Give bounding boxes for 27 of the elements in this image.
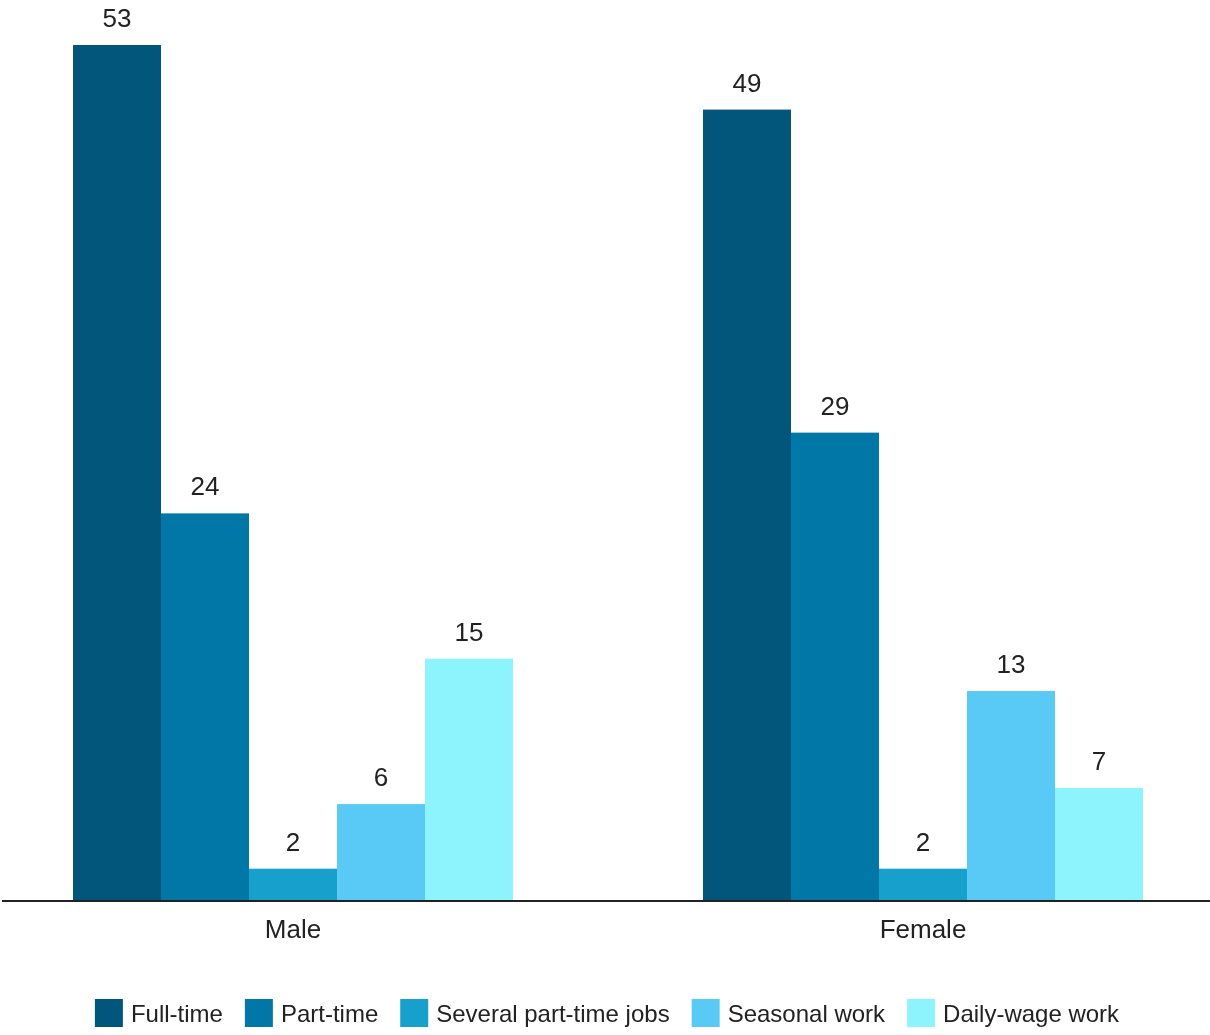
x-tick-label: Female bbox=[879, 914, 967, 944]
data-label: 2 bbox=[915, 826, 931, 857]
data-label: 29 bbox=[820, 390, 850, 421]
bar bbox=[703, 109, 791, 901]
data-label: 6 bbox=[373, 762, 389, 793]
legend-label: Daily-wage work bbox=[943, 999, 1121, 1027]
data-label: 13 bbox=[996, 649, 1026, 680]
legend-label: Full-time bbox=[130, 999, 223, 1027]
data-label: 53 bbox=[102, 3, 132, 33]
data-label: 24 bbox=[190, 471, 220, 502]
bar bbox=[249, 868, 337, 901]
bar bbox=[337, 804, 425, 901]
bar bbox=[791, 432, 879, 901]
bar bbox=[879, 868, 967, 901]
bar bbox=[967, 691, 1055, 901]
bar bbox=[73, 45, 161, 901]
data-label: 49 bbox=[732, 67, 762, 98]
legend-label: Seasonal work bbox=[727, 999, 887, 1027]
data-label: 15 bbox=[454, 616, 484, 647]
data-label: 7 bbox=[1091, 745, 1107, 776]
bar bbox=[425, 658, 513, 901]
legend-label: Part-time bbox=[280, 999, 379, 1027]
data-label: 2 bbox=[285, 826, 301, 857]
legend-label: Several part-time jobs bbox=[436, 999, 670, 1027]
bar bbox=[1055, 787, 1143, 901]
x-tick-label: Male bbox=[264, 914, 322, 944]
bar bbox=[161, 513, 249, 901]
